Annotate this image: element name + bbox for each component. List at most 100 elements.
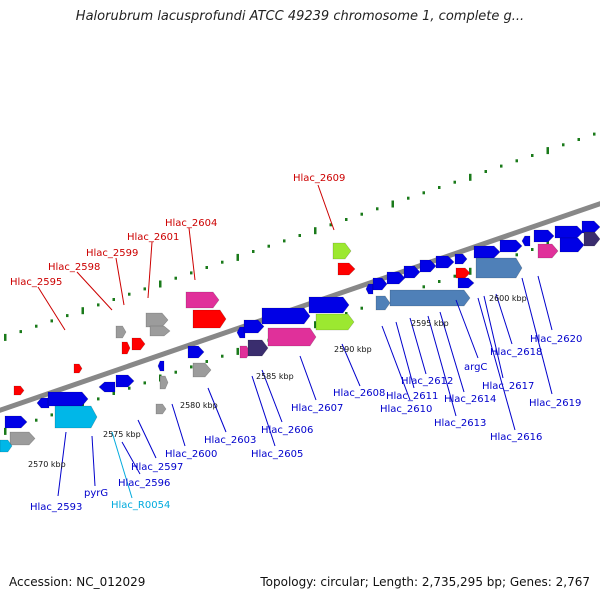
- scale-tick: [422, 285, 425, 289]
- gene-label[interactable]: argC: [464, 362, 487, 373]
- gene-label[interactable]: Hlac_2616: [490, 432, 542, 443]
- gene-arrow[interactable]: [192, 362, 212, 378]
- gene-arrow[interactable]: [435, 255, 455, 269]
- gene-arrow[interactable]: [131, 337, 146, 351]
- gene-label[interactable]: Hlac_2606: [261, 425, 313, 436]
- gene-label[interactable]: Hlac_2600: [165, 449, 217, 460]
- leader-line: [171, 403, 186, 447]
- gene-arrow[interactable]: [337, 262, 356, 276]
- gene-arrow[interactable]: [185, 291, 220, 309]
- gene-label[interactable]: Hlac_2607: [291, 403, 343, 414]
- scale-tick: [112, 298, 115, 301]
- leader-line: [521, 277, 553, 395]
- gene-arrow[interactable]: [386, 271, 406, 285]
- leader-line: [483, 295, 504, 379]
- gene-label[interactable]: Hlac_2620: [530, 334, 582, 345]
- gene-arrow[interactable]: [47, 391, 89, 407]
- leader-line: [395, 321, 415, 389]
- gene-arrow[interactable]: [521, 235, 531, 247]
- gene-label[interactable]: Hlac_2617: [482, 381, 534, 392]
- gene-label[interactable]: Hlac_2598: [48, 262, 100, 273]
- gene-arrow[interactable]: [554, 225, 584, 239]
- gene-arrow[interactable]: [559, 237, 585, 253]
- gene-arrow[interactable]: [149, 325, 171, 337]
- gene-arrow[interactable]: [155, 403, 167, 415]
- accession-text: Accession: NC_012029: [9, 575, 146, 589]
- gene-label[interactable]: Hlac_2605: [251, 449, 303, 460]
- gene-arrow[interactable]: [365, 283, 374, 295]
- gene-arrow[interactable]: [267, 327, 317, 347]
- gene-arrow[interactable]: [419, 259, 437, 273]
- gene-arrow[interactable]: [157, 360, 165, 372]
- gene-arrow[interactable]: [36, 397, 50, 409]
- leader-line: [409, 317, 427, 375]
- gene-arrow[interactable]: [499, 239, 523, 253]
- gene-label[interactable]: Hlac_2596: [118, 478, 170, 489]
- gene-label[interactable]: Hlac_2619: [529, 398, 581, 409]
- scale-label: 2590 kbp: [334, 345, 372, 354]
- scale-tick: [453, 274, 456, 278]
- gene-arrow[interactable]: [308, 296, 350, 314]
- gene-arrow[interactable]: [187, 345, 205, 359]
- gene-arrow[interactable]: [261, 307, 311, 325]
- gene-label[interactable]: Hlac_2597: [131, 462, 183, 473]
- gene-arrow[interactable]: [403, 265, 421, 279]
- scale-tick: [236, 347, 239, 355]
- leader-line: [341, 343, 361, 387]
- gene-arrow[interactable]: [13, 385, 25, 396]
- gene-arrow[interactable]: [4, 415, 28, 429]
- gene-arrow[interactable]: [115, 325, 127, 339]
- gene-label[interactable]: Hlac_2609: [293, 173, 345, 184]
- gene-arrow[interactable]: [115, 374, 135, 388]
- scale-tick: [236, 253, 239, 261]
- scale-tick: [314, 227, 317, 235]
- gene-arrow[interactable]: [375, 295, 391, 311]
- gene-arrow[interactable]: [9, 431, 36, 446]
- gene-label[interactable]: Hlac_2610: [380, 404, 432, 415]
- scale-tick: [81, 307, 84, 315]
- gene-arrow[interactable]: [473, 245, 501, 259]
- gene-label[interactable]: Hlac_2595: [10, 277, 62, 288]
- gene-arrow[interactable]: [533, 229, 555, 243]
- gene-label[interactable]: Hlac_R0054: [111, 500, 170, 511]
- gene-label[interactable]: Hlac_2611: [386, 391, 438, 402]
- gene-arrow[interactable]: [389, 289, 471, 307]
- gene-label[interactable]: Hlac_2604: [165, 218, 217, 229]
- leader-line: [537, 275, 553, 331]
- gene-arrow[interactable]: [98, 381, 116, 393]
- gene-arrow[interactable]: [54, 405, 98, 429]
- scale-tick: [329, 223, 332, 227]
- gene-arrow[interactable]: [73, 363, 83, 374]
- gene-arrow[interactable]: [0, 439, 13, 453]
- gene-arrow[interactable]: [145, 312, 169, 328]
- gene-label[interactable]: Hlac_2599: [86, 248, 138, 259]
- gene-arrow[interactable]: [332, 242, 352, 260]
- scale-tick: [267, 244, 270, 248]
- gene-arrow[interactable]: [192, 309, 227, 329]
- gene-label[interactable]: Hlac_2608: [333, 388, 385, 399]
- gene-label[interactable]: Hlac_2613: [434, 418, 486, 429]
- gene-arrow[interactable]: [475, 257, 523, 279]
- gene-arrow[interactable]: [583, 231, 600, 247]
- gene-arrow[interactable]: [159, 375, 169, 390]
- gene-label[interactable]: pyrG: [84, 488, 108, 499]
- gene-label[interactable]: Hlac_2601: [127, 232, 179, 243]
- gene-arrow[interactable]: [121, 341, 131, 355]
- gene-arrow[interactable]: [372, 277, 388, 291]
- gene-label[interactable]: Hlac_2612: [401, 376, 453, 387]
- gene-arrow[interactable]: [454, 253, 468, 265]
- gene-label[interactable]: Hlac_2603: [204, 435, 256, 446]
- gene-arrow[interactable]: [243, 319, 265, 334]
- gene-arrow[interactable]: [247, 339, 269, 357]
- gene-arrow[interactable]: [315, 313, 355, 331]
- gene-arrow[interactable]: [537, 243, 559, 259]
- gene-arrow[interactable]: [457, 277, 475, 289]
- gene-arrow[interactable]: [455, 267, 471, 279]
- scale-tick: [128, 292, 131, 296]
- gene-arrow[interactable]: [581, 220, 600, 234]
- scale-tick: [205, 360, 208, 363]
- gene-label[interactable]: Hlac_2614: [444, 394, 496, 405]
- gene-label[interactable]: Hlac_2593: [30, 502, 82, 513]
- gene-label[interactable]: Hlac_2618: [490, 347, 542, 358]
